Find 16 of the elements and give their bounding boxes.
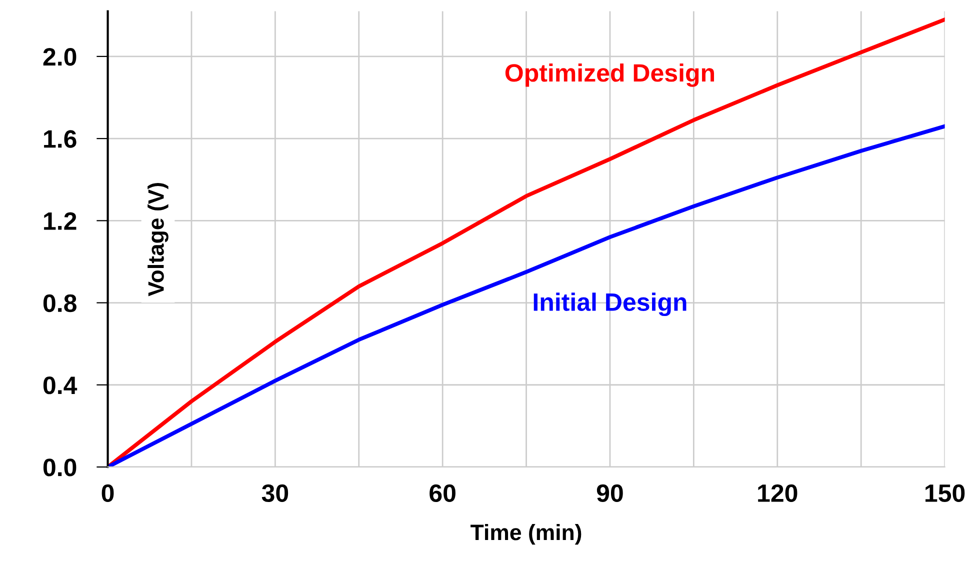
y-axis-title: Voltage (V): [148, 183, 168, 296]
y-tick-label: 0.0: [43, 458, 76, 476]
y-tick-label: 1.2: [44, 212, 76, 230]
y-tick-label: 2.0: [43, 48, 76, 66]
series-label: Optimized Design: [505, 63, 714, 87]
y-tick-label: 0.4: [43, 376, 78, 394]
y-tick-label: 1.6: [44, 130, 76, 148]
x-tick-label: 60: [430, 484, 456, 502]
x-tick-label: 150: [926, 484, 965, 502]
x-axis-title: Time (min): [470, 524, 582, 545]
x-tick-label: 90: [596, 484, 623, 502]
x-tick-label: 0: [102, 484, 114, 502]
x-tick-label: 30: [262, 484, 288, 502]
x-tick-label: 120: [758, 484, 798, 502]
y-tick-label: 0.8: [43, 294, 76, 312]
series-label: Initial Design: [534, 292, 686, 316]
